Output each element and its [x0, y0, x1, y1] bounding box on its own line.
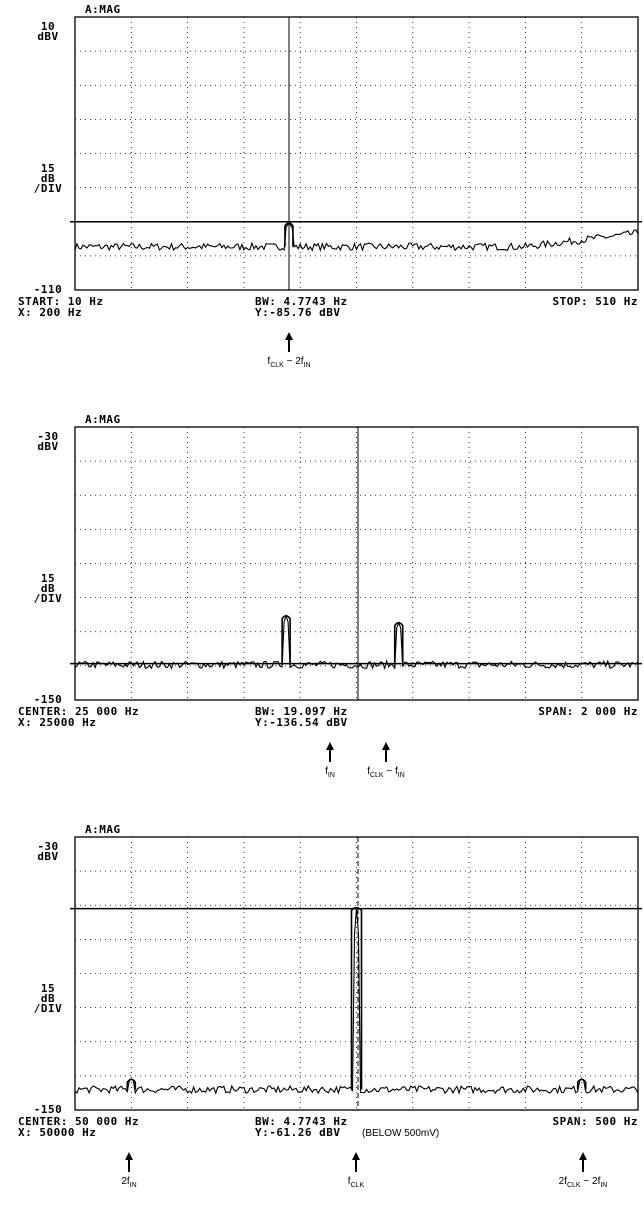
- footer-start-center: START: 10 Hz: [18, 295, 103, 308]
- bottom-ref-level: -110: [34, 283, 63, 296]
- top-ref-level: -30: [37, 430, 58, 443]
- footer-bandwidth: BW: 19.097 Hz: [255, 705, 348, 718]
- spectral-peak: [284, 222, 294, 247]
- scale-per-div: /DIV: [34, 182, 63, 195]
- scale-value: 15: [41, 162, 55, 175]
- marker-label: fCLK − fIN: [367, 766, 405, 779]
- spectrum-trace: [74, 613, 639, 671]
- marker-arrow: [382, 742, 390, 766]
- footer-bandwidth: BW: 4.7743 Hz: [255, 295, 348, 308]
- footer-y-readout: Y:-85.76 dBV: [255, 306, 340, 319]
- marker-arrow: [352, 1152, 360, 1176]
- panel-header: A:MAG: [85, 3, 121, 16]
- scale-unit: dB: [41, 992, 55, 1005]
- top-ref-level: 10: [41, 20, 55, 33]
- spectrum-panel-3: A:MAG -30 dBV 15 dB/DIV -150 CENTER: 50 000 Hz…: [0, 820, 644, 1225]
- marker-arrow: [125, 1152, 133, 1176]
- scale-unit: dB: [41, 582, 55, 595]
- marker-arrow: [285, 332, 293, 356]
- top-ref-level: -30: [37, 840, 58, 853]
- marker-label: 2fIN: [121, 1176, 137, 1189]
- bottom-ref-level: -150: [34, 693, 63, 706]
- footer-x-readout: X: 200 Hz: [18, 306, 82, 319]
- scale-value: 15: [41, 572, 55, 585]
- grid: [75, 17, 638, 290]
- spectrum-trace: [74, 907, 639, 1096]
- top-ref-unit: dBV: [37, 850, 58, 863]
- marker-label: fIN: [325, 766, 335, 779]
- footer-x-readout: X: 50000 Hz: [18, 1126, 96, 1139]
- marker-label: fCLK − 2fIN: [267, 356, 311, 369]
- grid: [75, 837, 638, 1110]
- spectrum-trace: [74, 223, 639, 253]
- panel-header: A:MAG: [85, 413, 121, 426]
- footer-y-readout: Y:-61.26 dBV: [255, 1126, 340, 1139]
- marker-label: 2fCLK − 2fIN: [558, 1176, 608, 1189]
- bottom-ref-level: -150: [34, 1103, 63, 1116]
- scale-per-div: /DIV: [34, 1002, 63, 1015]
- footer-start-center: CENTER: 50 000 Hz: [18, 1115, 139, 1128]
- top-ref-unit: dBV: [37, 30, 58, 43]
- scale-value: 15: [41, 982, 55, 995]
- footer-stop-span: STOP: 510 Hz: [553, 295, 638, 308]
- scale-per-div: /DIV: [34, 592, 63, 605]
- scale-unit: dB: [41, 172, 55, 185]
- footer-y-readout: Y:-136.54 dBV: [255, 716, 348, 729]
- grid: [75, 427, 638, 700]
- marker-label: fCLK: [347, 1176, 365, 1189]
- footer-start-center: CENTER: 25 000 Hz: [18, 705, 139, 718]
- panel-header: A:MAG: [85, 823, 121, 836]
- footer-stop-span: SPAN: 500 Hz: [553, 1115, 638, 1128]
- footer-x-readout: X: 25000 Hz: [18, 716, 96, 729]
- top-ref-unit: dBV: [37, 440, 58, 453]
- footer-bandwidth: BW: 4.7743 Hz: [255, 1115, 348, 1128]
- spectrum-panel-1: A:MAG 10 dBV 15 dB/DIV -110 START: 10 Hz X: 200…: [0, 0, 644, 410]
- footer-note: (BELOW 500mV): [362, 1128, 439, 1139]
- marker-arrow: [579, 1152, 587, 1176]
- footer-stop-span: SPAN: 2 000 Hz: [538, 705, 638, 718]
- spectrum-panel-2: A:MAG -30 dBV 15 dB/DIV -150 CENTER: 25 000 Hz…: [0, 410, 644, 820]
- marker-arrow: [326, 742, 334, 766]
